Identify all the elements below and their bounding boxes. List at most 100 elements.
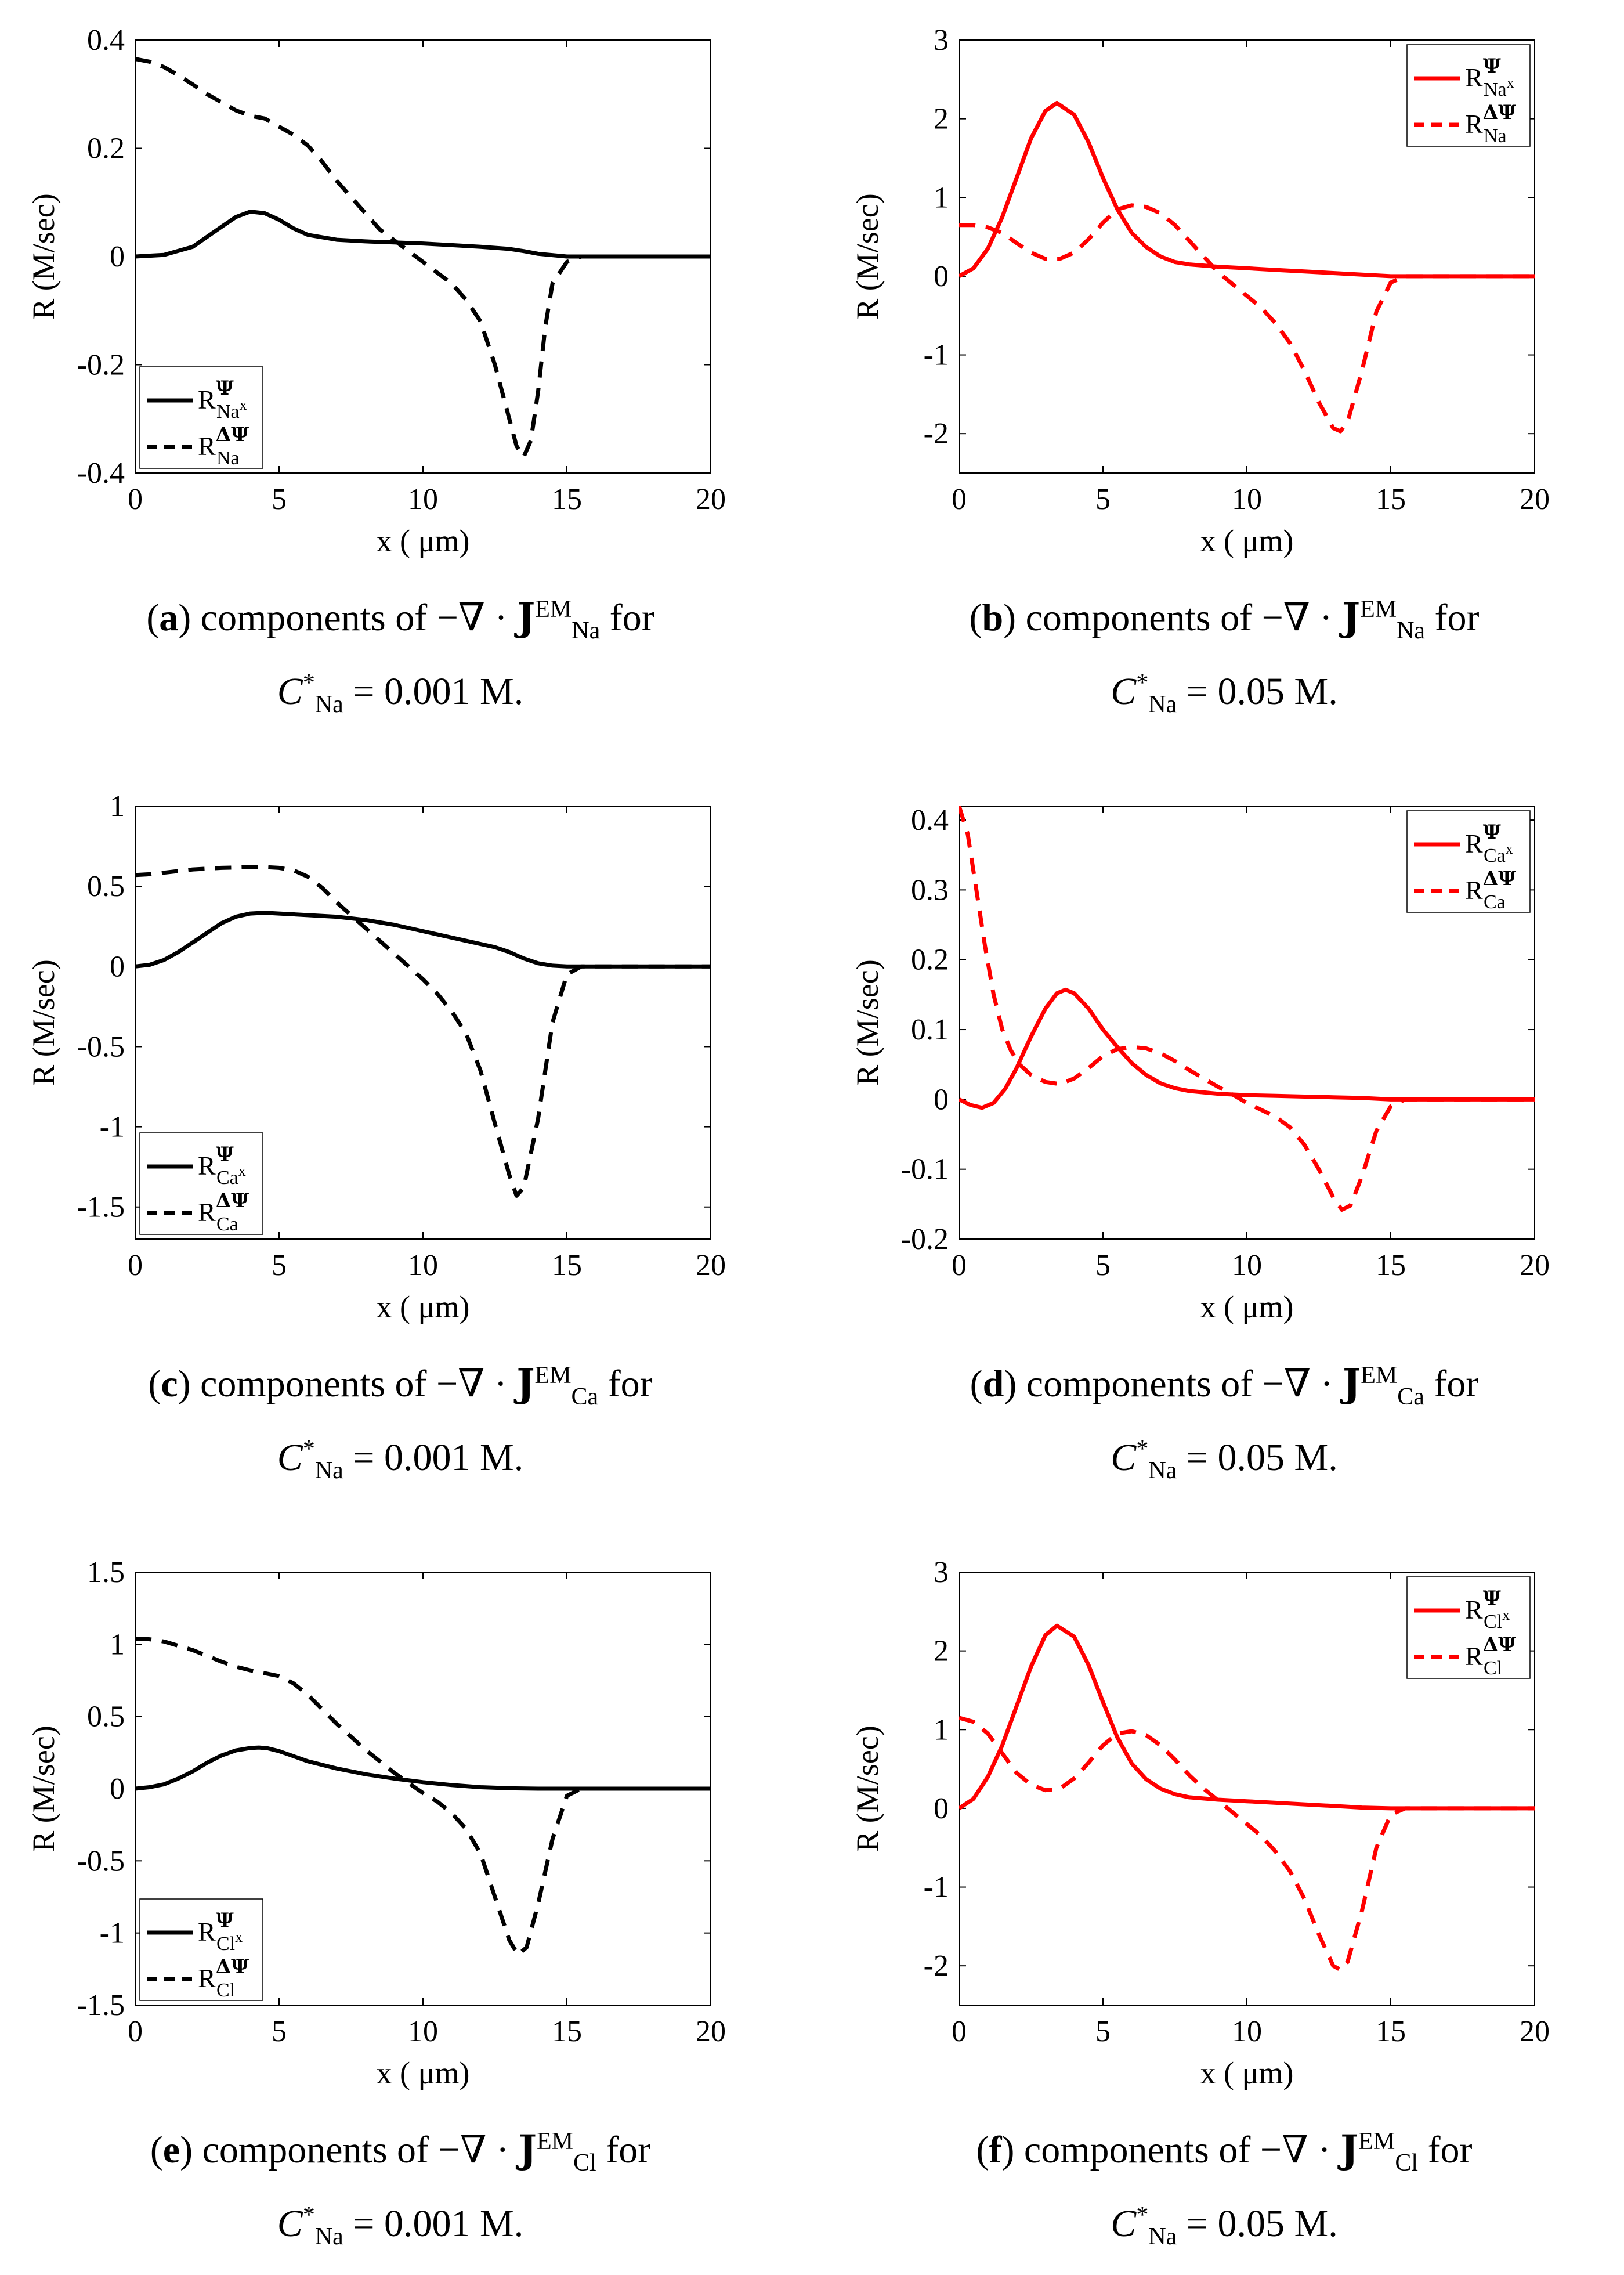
x-tick-label: 15: [552, 2015, 582, 2048]
series-line-2: [959, 806, 1535, 1212]
x-tick-label: 20: [696, 2015, 726, 2048]
y-tick-label: 3: [934, 24, 949, 57]
x-tick-label: 10: [1232, 2015, 1262, 2048]
x-tick-label: 0: [952, 2015, 967, 2048]
x-tick-label: 15: [1376, 483, 1406, 516]
x-tick-label: 20: [1520, 2015, 1550, 2048]
y-tick-label: 0.4: [87, 24, 125, 57]
chart-a: 0 5 10 15 20 -0.4 -0.2 0 0.2 0.4 x ( μm) R (M/sec) R…: [26, 24, 726, 558]
caption-e: (e) components of −∇ · JEMCl for C*Na = …: [150, 2126, 651, 2251]
y-tick-label: -0.4: [77, 457, 125, 490]
x-tick-label: 0: [128, 483, 143, 516]
y-tick-label: -0.2: [901, 1223, 949, 1256]
x-tick-label: 5: [272, 1249, 287, 1282]
x-tick-label: 20: [1520, 483, 1550, 516]
caption-c: (c) components of −∇ · JEMCa for C*Na = …: [148, 1360, 653, 1485]
legend-text: RΨ Nax: [1465, 55, 1514, 100]
y-axis-label: R (M/sec): [26, 959, 61, 1085]
y-tick-label: -1: [924, 339, 949, 372]
legend-text: RΨ Cax: [1465, 821, 1513, 866]
panel-f: 0 5 10 15 20 -2 -1 0 1 2 3 x ( μm) R (M/sec) RΨ Clx RΔΨ…: [824, 1532, 1624, 2275]
legend-label-2: RΔΨ Cl: [198, 1955, 249, 2001]
x-axis-label: x ( μm): [1200, 1290, 1294, 1324]
panel-e: 0 5 10 15 20 -1.5 -1 -0.5 0 0.5 1 1.5 x ( μm) R (M/se…: [0, 1532, 801, 2275]
x-tick-label: 10: [1232, 483, 1262, 516]
legend-text: RΔΨ Cl: [1465, 1633, 1516, 1679]
panel-c: 0 5 10 15 20 -1.5 -1 -0.5 0 0.5 1 x ( μm) R (M/sec) R…: [0, 766, 801, 1509]
legend-label-2: RΔΨ Ca: [1465, 867, 1516, 913]
series-line-1: [135, 210, 711, 259]
y-tick-label: 1.5: [87, 1556, 125, 1589]
y-tick-label: 1: [934, 181, 949, 214]
y-axis-label: R (M/sec): [850, 959, 885, 1085]
legend-text: RΔΨ Ca: [198, 1189, 249, 1235]
legend-text: RΨ Nax: [198, 377, 247, 423]
legend-label-1: RΨ Clx: [198, 1909, 243, 1955]
x-tick-label: 5: [1095, 1249, 1111, 1282]
series-line-1: [959, 987, 1535, 1110]
caption-d: (d) components of −∇ · JEMCa for C*Na = …: [970, 1360, 1479, 1485]
x-tick-label: 15: [552, 1249, 582, 1282]
y-tick-label: -2: [924, 417, 949, 450]
x-tick-label: 0: [128, 2015, 143, 2048]
y-axis-label: R (M/sec): [26, 193, 61, 319]
legend-box: [1406, 1576, 1531, 1679]
panel-d: 0 5 10 15 20 -0.2 -0.1 0 0.1 0.2 0.3 0.4 x ( μm) R (M…: [824, 766, 1624, 1509]
chart-e: 0 5 10 15 20 -1.5 -1 -0.5 0 0.5 1 1.5 x ( μm) R (M/se…: [26, 1556, 726, 2090]
legend-label-2: RΔΨ Na: [1465, 101, 1516, 147]
x-tick-label: 10: [1232, 1249, 1262, 1282]
series-line-1: [959, 1623, 1535, 1811]
x-tick-label: 5: [1095, 483, 1111, 516]
series-line-2: [135, 865, 711, 1198]
caption-a: (a) components of −∇ · JEMNa for C*Na = …: [146, 594, 654, 718]
legend-box: [139, 1898, 263, 2001]
legend-label-1: RΨ Nax: [1465, 55, 1514, 100]
x-tick-label: 15: [552, 483, 582, 516]
x-tick-label: 0: [128, 1249, 143, 1282]
chart-c: 0 5 10 15 20 -1.5 -1 -0.5 0 0.5 1 x ( μm) R (M/sec) R…: [26, 790, 726, 1324]
y-axis-label: R (M/sec): [26, 1725, 61, 1851]
legend-label-2: RΔΨ Na: [198, 423, 249, 469]
legend-text: RΔΨ Na: [1465, 101, 1516, 147]
panel-b: 0 5 10 15 20 -2 -1 0 1 2 3 x ( μm) R (M/sec) RΨ Nax RΔΨ…: [824, 0, 1624, 743]
legend-label-1: RΨ Nax: [198, 377, 247, 423]
chart-f: 0 5 10 15 20 -2 -1 0 1 2 3 x ( μm) R (M/sec) RΨ ClxRΔΨ…: [850, 1556, 1550, 2090]
legend-text: RΨ Cax: [198, 1143, 246, 1189]
panel-a: 0 5 10 15 20 -0.4 -0.2 0 0.2 0.4 x ( μm) R (M/sec) R…: [0, 0, 801, 743]
y-tick-label: 1: [110, 1628, 125, 1661]
y-tick-label: -1.5: [77, 1191, 125, 1224]
x-tick-label: 0: [952, 1249, 967, 1282]
x-tick-label: 5: [272, 483, 287, 516]
y-tick-label: -0.1: [901, 1153, 949, 1186]
chart-b: 0 5 10 15 20 -2 -1 0 1 2 3 x ( μm) R (M/sec) RΨ NaxRΔΨ…: [850, 24, 1550, 558]
y-tick-label: -1: [100, 1917, 125, 1950]
x-tick-label: 5: [272, 2015, 287, 2048]
legend-label-2: RΔΨ Ca: [198, 1189, 249, 1235]
y-tick-label: -0.5: [77, 1844, 125, 1877]
y-tick-label: 2: [934, 103, 949, 136]
caption-b: (b) components of −∇ · JEMNa for C*Na = …: [969, 594, 1480, 718]
series-line-2: [959, 203, 1535, 434]
legend-text: RΨ Clx: [198, 1909, 243, 1955]
y-tick-label: -1: [924, 1871, 949, 1904]
y-tick-label: 0.5: [87, 1700, 125, 1734]
x-axis-label: x ( μm): [377, 523, 470, 558]
x-axis-label: x ( μm): [1200, 523, 1294, 558]
y-tick-label: 0: [110, 950, 125, 983]
x-tick-label: 10: [408, 1249, 438, 1282]
series-line-2: [135, 1636, 711, 1957]
legend-label-1: RΨ Cax: [1465, 821, 1513, 866]
y-tick-label: 0.3: [911, 873, 949, 907]
x-tick-label: 20: [696, 1249, 726, 1282]
legend-text: RΨ Clx: [1465, 1587, 1510, 1633]
y-axis-label: R (M/sec): [850, 1725, 885, 1851]
y-tick-label: -2: [924, 1949, 949, 1983]
y-tick-label: 0.4: [911, 804, 949, 837]
legend-label-1: RΨ Cax: [198, 1143, 246, 1189]
x-tick-label: 20: [1520, 1249, 1550, 1282]
legend-box: [139, 366, 263, 469]
